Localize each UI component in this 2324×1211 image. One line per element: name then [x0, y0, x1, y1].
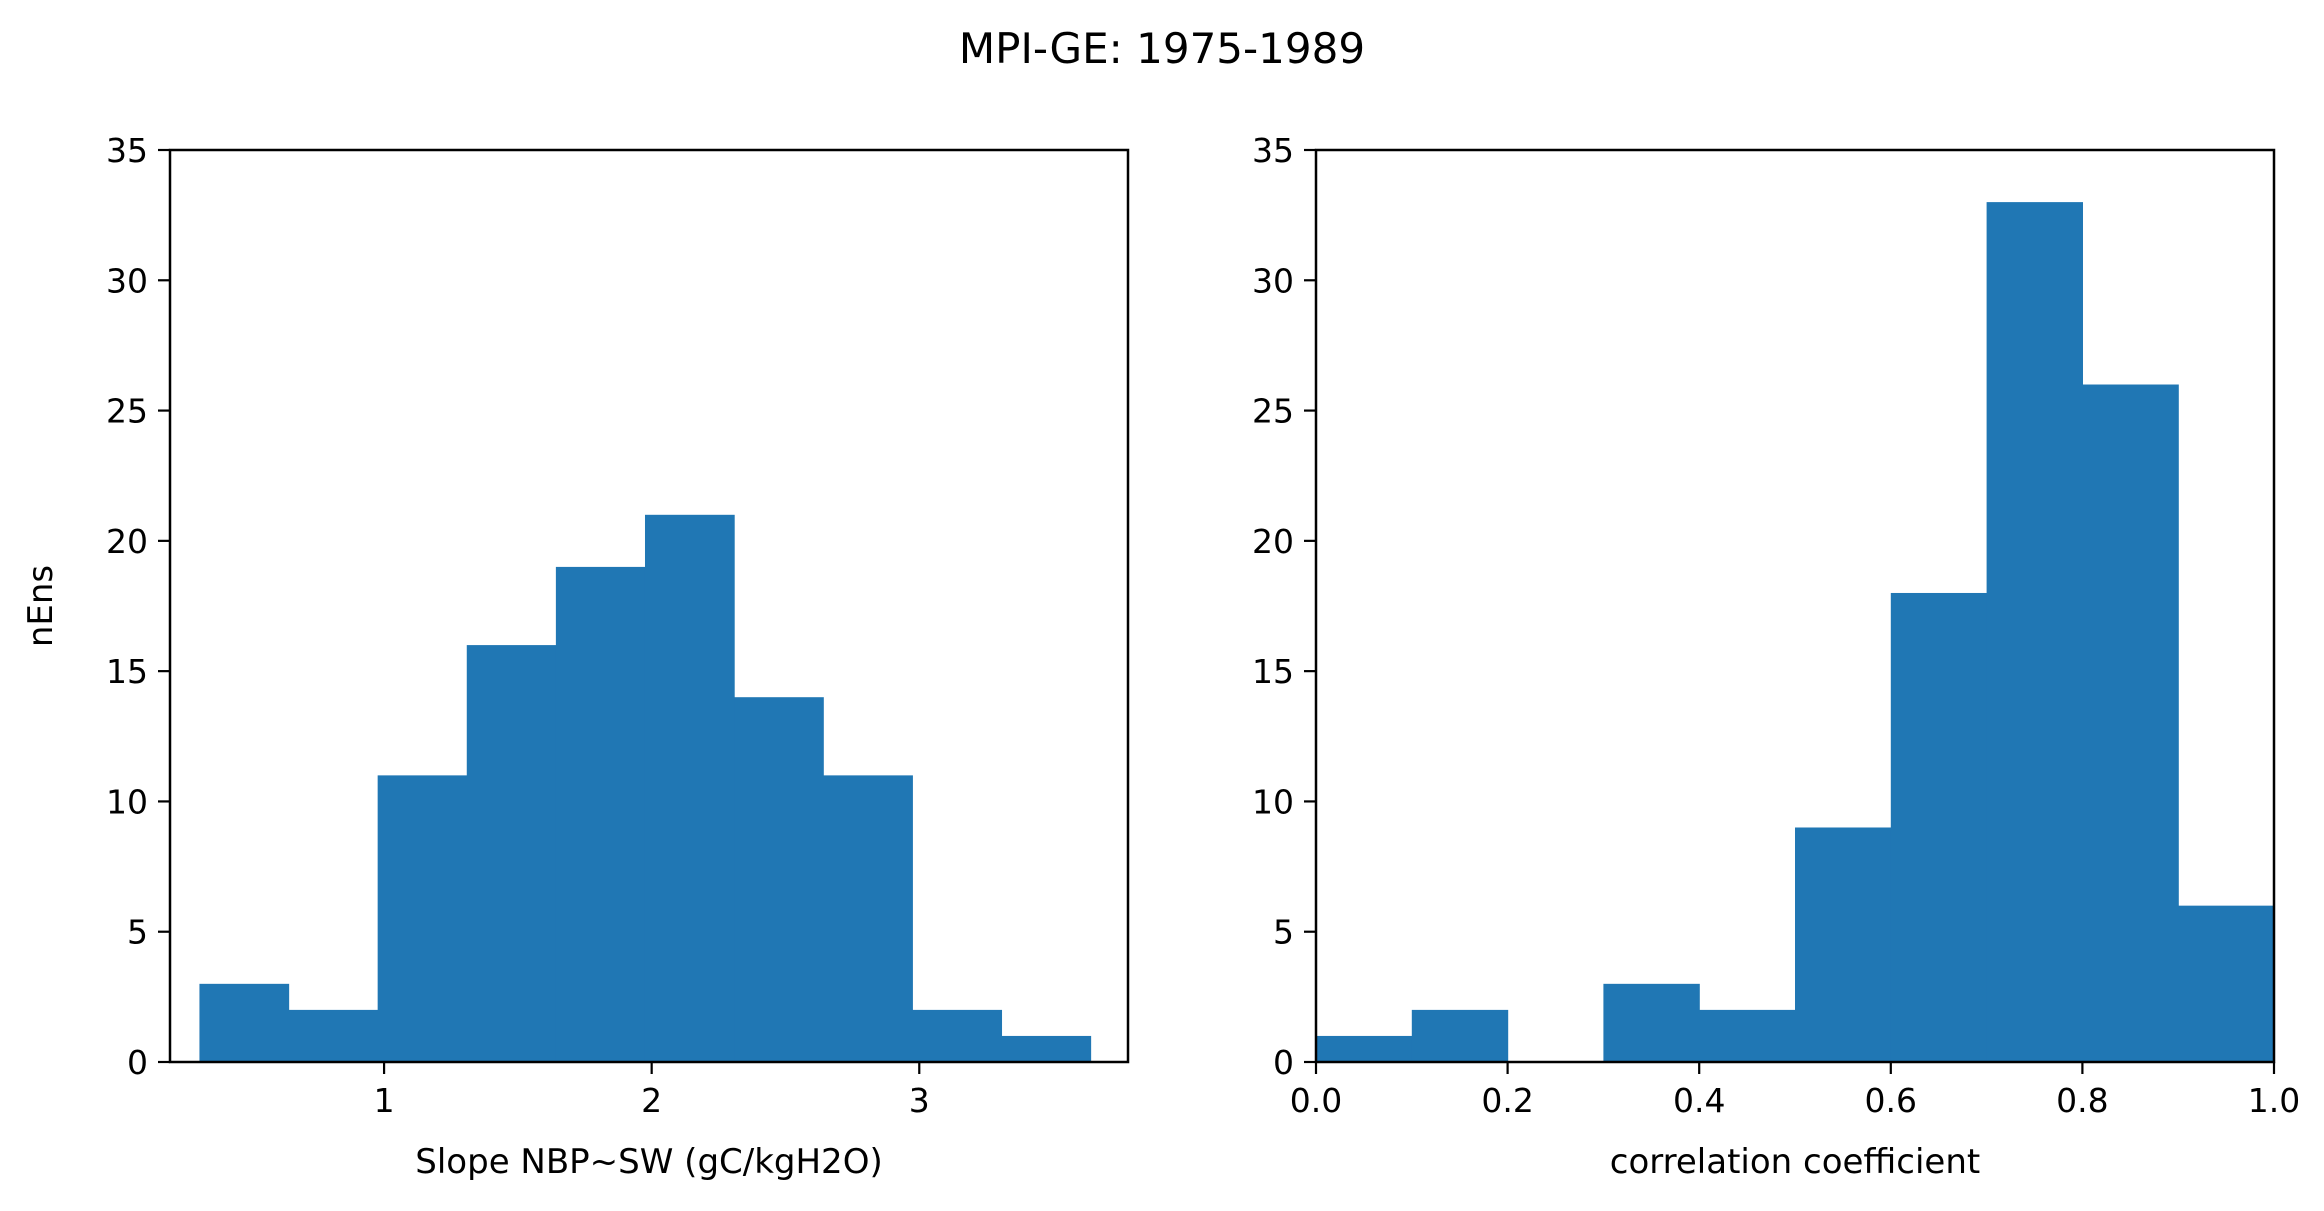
- correlation-histogram-bar-1: [1411, 1009, 1509, 1062]
- slope-histogram-x-axis-label: Slope NBP~SW (gC/kgH2O): [415, 1142, 882, 1182]
- correlation-histogram-x-tick-label: 0.8: [2056, 1081, 2108, 1120]
- correlation-histogram-bar-9: [2178, 905, 2275, 1062]
- correlation-histogram-bar-8: [2082, 384, 2179, 1062]
- correlation-histogram-y-tick-label: 10: [1252, 782, 1294, 821]
- slope-histogram-bar-1: [288, 1009, 379, 1062]
- slope-histogram-x-tick-label: 1: [374, 1081, 395, 1120]
- slope-histogram-y-tick-label: 0: [127, 1043, 148, 1082]
- slope-histogram-bar-3: [466, 645, 557, 1062]
- slope-histogram-y-tick-label: 30: [106, 261, 148, 300]
- slope-histogram-y-tick-label: 25: [106, 392, 148, 431]
- correlation-histogram-axes-frame: [1314, 148, 2276, 1064]
- correlation-histogram-y-tick-label: 25: [1252, 392, 1294, 431]
- correlation-histogram-x-tick-label: 0.0: [1290, 1081, 1342, 1120]
- slope-histogram-panel: 0 5 10 15 20 25 30 35 1 2 3 Slope NBP~SW (gC/kgH2O…: [21, 131, 1130, 1182]
- slope-histogram-x-tick-label: 2: [641, 1081, 662, 1120]
- slope-histogram-y-tick-label: 5: [127, 913, 148, 952]
- correlation-histogram-bar-7: [1986, 202, 2083, 1063]
- slope-histogram-x-tick-label: 3: [909, 1081, 930, 1120]
- slope-histogram-y-tick-label: 20: [106, 522, 148, 561]
- figure-title: MPI-GE: 1975-1989: [959, 24, 1365, 73]
- correlation-histogram-x-axis-label: correlation coefficient: [1610, 1142, 1980, 1182]
- slope-histogram-bar-6: [734, 697, 824, 1062]
- slope-histogram-y-tick-label: 35: [106, 131, 148, 170]
- correlation-histogram-bar-5: [1795, 827, 1892, 1062]
- correlation-histogram-x-tick-label: 0.4: [1673, 1081, 1725, 1120]
- slope-histogram-bar-2: [377, 775, 468, 1062]
- correlation-histogram-y-tick-label: 20: [1252, 522, 1294, 561]
- correlation-histogram-y-tick-label: 30: [1252, 261, 1294, 300]
- correlation-histogram-y-tick-label: 5: [1273, 913, 1294, 952]
- correlation-histogram-x-tick-label: 1.0: [2248, 1081, 2300, 1120]
- slope-histogram-y-axis-label: nEns: [21, 565, 61, 647]
- correlation-histogram-x-tick-label: 0.6: [1865, 1081, 1917, 1120]
- correlation-histogram-y-tick-label: 15: [1252, 652, 1294, 691]
- slope-histogram-bar-4: [555, 566, 646, 1062]
- slope-histogram-y-tick-label: 15: [106, 652, 148, 691]
- correlation-histogram-y-tick-label: 0: [1273, 1043, 1294, 1082]
- slope-histogram-y-tick-label: 10: [106, 782, 148, 821]
- correlation-histogram-bar-0: [1316, 1035, 1413, 1062]
- correlation-histogram-bar-6: [1890, 592, 1988, 1062]
- correlation-histogram-y-tick-label: 35: [1252, 131, 1294, 170]
- slope-histogram-bar-0: [199, 983, 290, 1062]
- slope-histogram-bar-9: [1001, 1035, 1092, 1062]
- correlation-histogram-panel: 0 5 10 15 20 25 30 35 0.0 0.2 0.4 0.6 0.8 1.0 correla…: [1252, 131, 2300, 1182]
- slope-histogram-bar-8: [912, 1009, 1003, 1062]
- correlation-histogram-bar-4: [1699, 1009, 1796, 1062]
- correlation-histogram-bar-3: [1603, 983, 1700, 1062]
- slope-histogram-axes-frame: [168, 148, 1130, 1064]
- correlation-histogram-x-tick-label: 0.2: [1481, 1081, 1533, 1120]
- slope-histogram-bar-7: [823, 775, 913, 1062]
- slope-histogram-bar-5: [644, 514, 735, 1062]
